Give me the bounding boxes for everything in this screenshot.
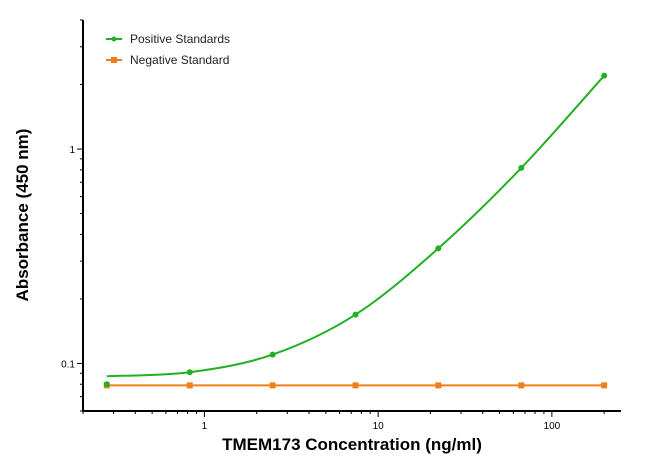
y-tick-label: 0.1 (61, 359, 75, 370)
y-axis-label: Absorbance (450 nm) (13, 129, 32, 302)
negative-standard-point (601, 382, 608, 389)
legend-marker-negative (111, 57, 117, 63)
positive-standards-point (103, 381, 110, 388)
x-tick-label: 1 (202, 421, 208, 432)
negative-standard-point (269, 382, 276, 389)
legend-marker-positive (111, 36, 117, 42)
y-tick-label: 1 (69, 145, 75, 156)
positive-standards-point (269, 351, 276, 358)
positive-standards-point (518, 164, 525, 171)
positive-standards-point (352, 311, 359, 318)
x-tick-label: 10 (373, 421, 385, 432)
x-tick-label: 100 (544, 421, 561, 432)
positive-standards-curve (106, 74, 605, 378)
positive-standards-point (186, 369, 193, 376)
x-axis-label: TMEM173 Concentration (ng/ml) (222, 435, 482, 454)
negative-standard-point (186, 382, 193, 389)
legend-label-positive: Positive Standards (130, 32, 230, 46)
negative-standard-point (518, 382, 525, 389)
legend: Positive Standards Negative Standard (106, 32, 230, 67)
negative-standard-point (435, 382, 442, 389)
positive-standards-point (435, 245, 442, 252)
positive-standards-point (601, 72, 608, 79)
legend-label-negative: Negative Standard (130, 53, 229, 67)
negative-standard-point (352, 382, 359, 389)
